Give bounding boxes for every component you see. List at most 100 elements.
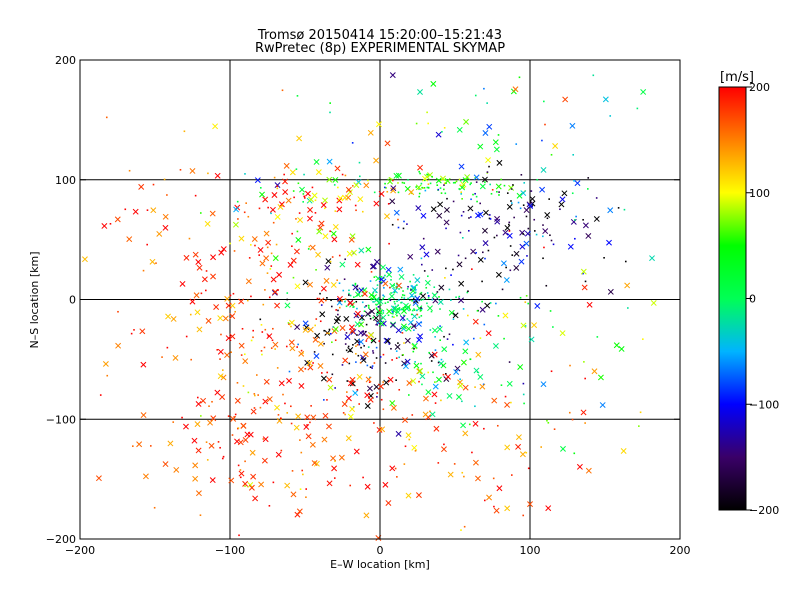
data-point-dot [268,504,271,507]
data-point-cross [613,342,620,349]
data-point-dot [420,299,423,301]
data-point-dot [489,302,492,304]
data-point-dot [506,192,509,194]
data-point-cross [486,123,493,130]
data-point-cross [606,239,612,246]
data-point-dot [434,381,436,383]
data-point-cross [462,177,469,184]
data-point-dot [433,286,436,289]
data-point-dot [525,215,528,218]
data-point-dot [443,443,445,446]
data-point-dot [448,333,451,336]
data-point-cross [349,233,356,240]
data-point-cross [552,143,559,149]
data-point-dot [463,475,465,478]
data-point-dot [474,192,476,195]
data-point-cross [479,306,486,313]
data-point-dot [329,102,331,104]
data-point-dot [379,356,382,358]
data-point-cross [517,364,524,370]
data-point-cross [314,332,321,339]
data-point-dot [541,139,543,142]
data-point-dot [375,291,378,293]
data-point-cross [305,433,312,440]
data-point-cross [433,425,440,432]
data-point-cross [225,302,232,309]
data-point-cross [475,351,482,358]
data-point-dot [389,299,392,302]
data-point-cross [210,254,217,261]
data-point-dot [316,297,319,300]
data-point-dot [292,190,295,192]
data-point-dot [259,187,262,189]
data-point-dot [311,186,314,189]
data-point-cross [323,277,330,284]
data-point-dot [437,361,440,364]
data-point-cross [591,368,598,375]
data-point-dot [208,405,210,407]
data-point-dot [376,324,378,326]
data-point-dot [574,219,576,221]
data-point-cross [399,315,406,321]
data-point-dot [376,314,378,316]
data-point-cross [288,339,295,346]
data-point-dot [549,310,552,312]
data-point-cross [486,494,493,501]
data-point-dot [455,296,457,299]
data-point-dot [400,308,403,311]
data-point-cross [272,341,279,348]
data-point-dot [270,265,273,267]
data-point-cross [263,230,270,237]
data-point-cross [311,192,318,199]
data-point-dot [365,340,368,342]
data-point-dot [166,194,168,196]
data-point-cross [286,377,292,384]
data-point-dot [401,181,404,184]
data-point-dot [300,349,303,352]
data-point-dot [460,299,462,302]
data-point-dot [426,186,429,189]
data-point-dot [571,192,574,195]
data-point-cross [383,337,390,344]
data-point-dot [388,343,391,345]
data-point-cross [411,444,418,451]
data-point-dot [348,362,351,365]
data-point-dot [422,298,425,301]
data-point-dot [363,310,366,313]
data-point-cross [214,389,221,396]
data-point-cross [460,422,467,429]
data-point-cross [332,176,339,183]
data-point-dot [250,295,252,298]
data-point-dot [467,314,469,317]
data-point-dot [344,298,347,300]
data-point-dot [438,296,440,298]
data-point-cross [523,240,530,247]
data-point-dot [459,231,462,234]
data-point-cross [358,338,364,345]
data-point-dot [383,287,385,289]
data-point-cross [650,299,657,306]
data-point-cross [339,261,346,268]
data-point-cross [250,473,257,480]
data-point-cross [347,413,354,420]
data-point-cross [580,409,587,416]
data-point-dot [264,400,267,403]
data-point-cross [115,342,122,349]
data-point-dot [352,302,355,305]
data-point-dot [481,280,483,283]
data-point-dot [99,394,102,396]
data-point-dot [510,401,512,404]
data-point-dot [295,218,297,220]
data-point-cross [357,196,364,203]
data-point-dot [266,272,269,274]
data-point-dot [272,221,275,224]
data-point-dot [373,191,376,194]
data-point-dot [352,343,354,346]
data-point-dot [448,288,451,291]
data-point-cross [380,320,387,327]
data-point-dot [338,282,341,285]
data-point-dot [388,242,390,245]
data-point-cross [315,169,322,176]
data-point-dot [458,178,461,181]
data-point-cross [464,174,471,180]
